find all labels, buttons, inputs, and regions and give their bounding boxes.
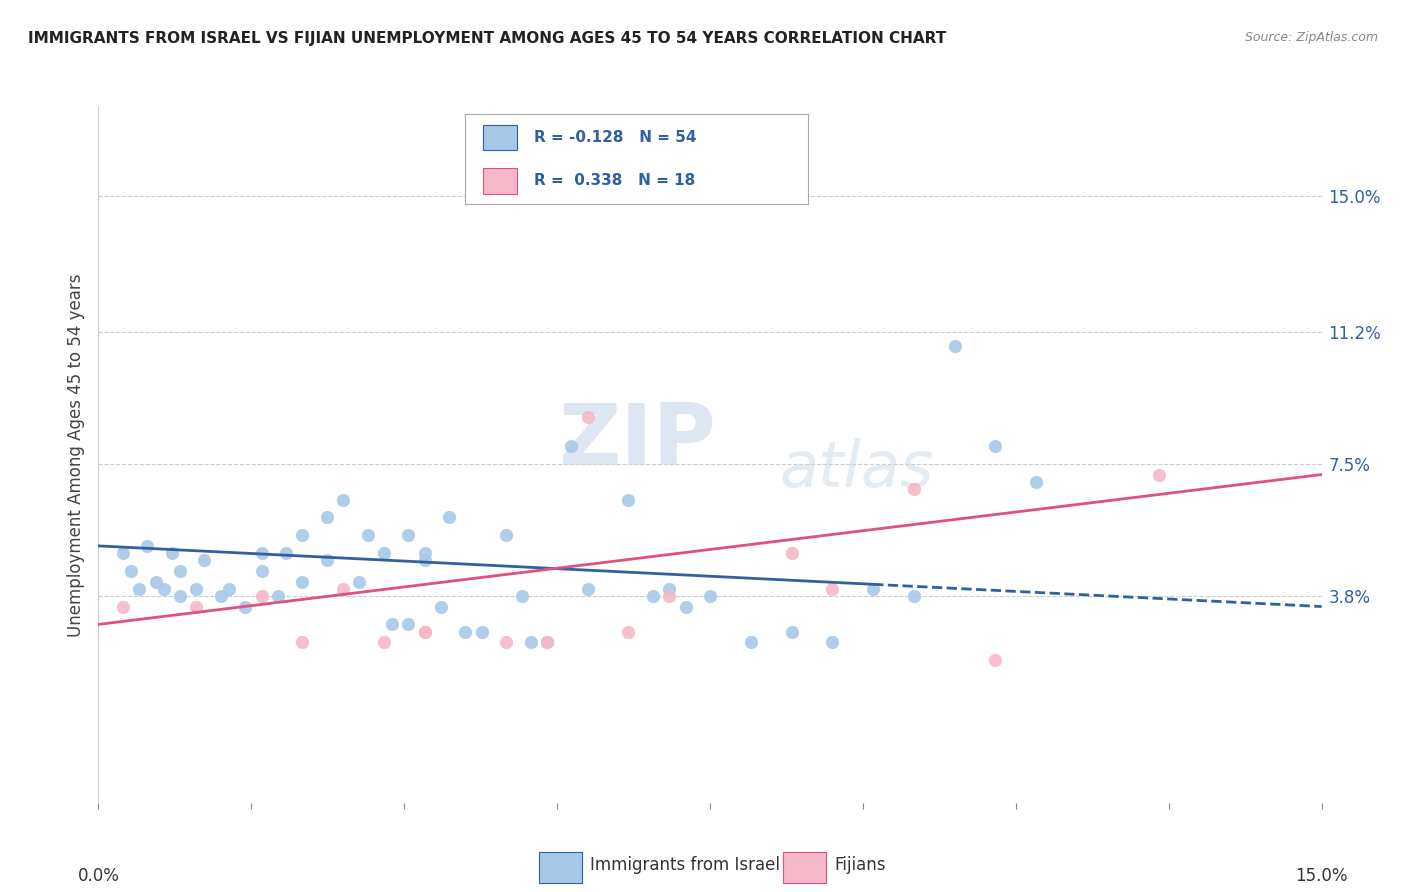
Text: ZIP: ZIP: [558, 400, 716, 483]
Point: [984, 439, 1007, 453]
Point: [250, 564, 273, 578]
Point: [169, 564, 191, 578]
Point: [250, 589, 273, 603]
Text: Immigrants from Israel: Immigrants from Israel: [591, 856, 780, 874]
Text: 15.0%: 15.0%: [1295, 867, 1348, 885]
Point: [332, 582, 354, 596]
FancyBboxPatch shape: [783, 852, 827, 883]
Point: [536, 635, 558, 649]
Point: [120, 564, 142, 578]
Point: [1025, 475, 1047, 489]
Point: [560, 439, 582, 453]
Point: [943, 339, 966, 353]
FancyBboxPatch shape: [538, 852, 582, 883]
Point: [136, 539, 159, 553]
Point: [186, 599, 208, 614]
Point: [233, 599, 256, 614]
Point: [396, 528, 419, 542]
Point: [471, 624, 494, 639]
Point: [209, 589, 232, 603]
Point: [315, 553, 337, 567]
Point: [495, 528, 517, 542]
Point: [740, 635, 762, 649]
Point: [821, 582, 844, 596]
Point: [675, 599, 697, 614]
Point: [373, 635, 395, 649]
Point: [413, 553, 436, 567]
Point: [152, 582, 174, 596]
Y-axis label: Unemployment Among Ages 45 to 54 years: Unemployment Among Ages 45 to 54 years: [66, 273, 84, 637]
Point: [128, 582, 150, 596]
Point: [291, 528, 314, 542]
Point: [160, 546, 183, 560]
Point: [169, 589, 191, 603]
Point: [658, 589, 681, 603]
Point: [413, 546, 436, 560]
Point: [356, 528, 378, 542]
Point: [332, 492, 354, 507]
Point: [381, 617, 404, 632]
Point: [821, 635, 844, 649]
Point: [373, 546, 395, 560]
Text: IMMIGRANTS FROM ISRAEL VS FIJIAN UNEMPLOYMENT AMONG AGES 45 TO 54 YEARS CORRELAT: IMMIGRANTS FROM ISRAEL VS FIJIAN UNEMPLO…: [28, 31, 946, 46]
Point: [1147, 467, 1170, 482]
Point: [396, 617, 419, 632]
Point: [193, 553, 215, 567]
Point: [413, 624, 436, 639]
Point: [658, 582, 681, 596]
Point: [617, 492, 640, 507]
Point: [536, 635, 558, 649]
Point: [267, 589, 290, 603]
Point: [291, 635, 314, 649]
Point: [437, 510, 460, 524]
Point: [617, 624, 640, 639]
Text: atlas: atlas: [780, 438, 934, 500]
Point: [430, 599, 453, 614]
Point: [512, 589, 534, 603]
Point: [349, 574, 371, 589]
Point: [903, 482, 925, 496]
Point: [641, 589, 664, 603]
Point: [274, 546, 297, 560]
Point: [780, 624, 803, 639]
Point: [576, 582, 599, 596]
Point: [111, 599, 134, 614]
Point: [576, 410, 599, 425]
Point: [145, 574, 167, 589]
Point: [699, 589, 721, 603]
Point: [454, 624, 477, 639]
Point: [862, 582, 884, 596]
Point: [291, 574, 314, 589]
Point: [413, 624, 436, 639]
Point: [519, 635, 541, 649]
Text: Source: ZipAtlas.com: Source: ZipAtlas.com: [1244, 31, 1378, 45]
Point: [984, 653, 1007, 667]
Point: [315, 510, 337, 524]
Point: [495, 635, 517, 649]
Point: [218, 582, 240, 596]
Text: 0.0%: 0.0%: [77, 867, 120, 885]
Point: [186, 582, 208, 596]
Point: [780, 546, 803, 560]
Text: Fijians: Fijians: [835, 856, 886, 874]
Point: [250, 546, 273, 560]
Point: [903, 589, 925, 603]
Point: [111, 546, 134, 560]
